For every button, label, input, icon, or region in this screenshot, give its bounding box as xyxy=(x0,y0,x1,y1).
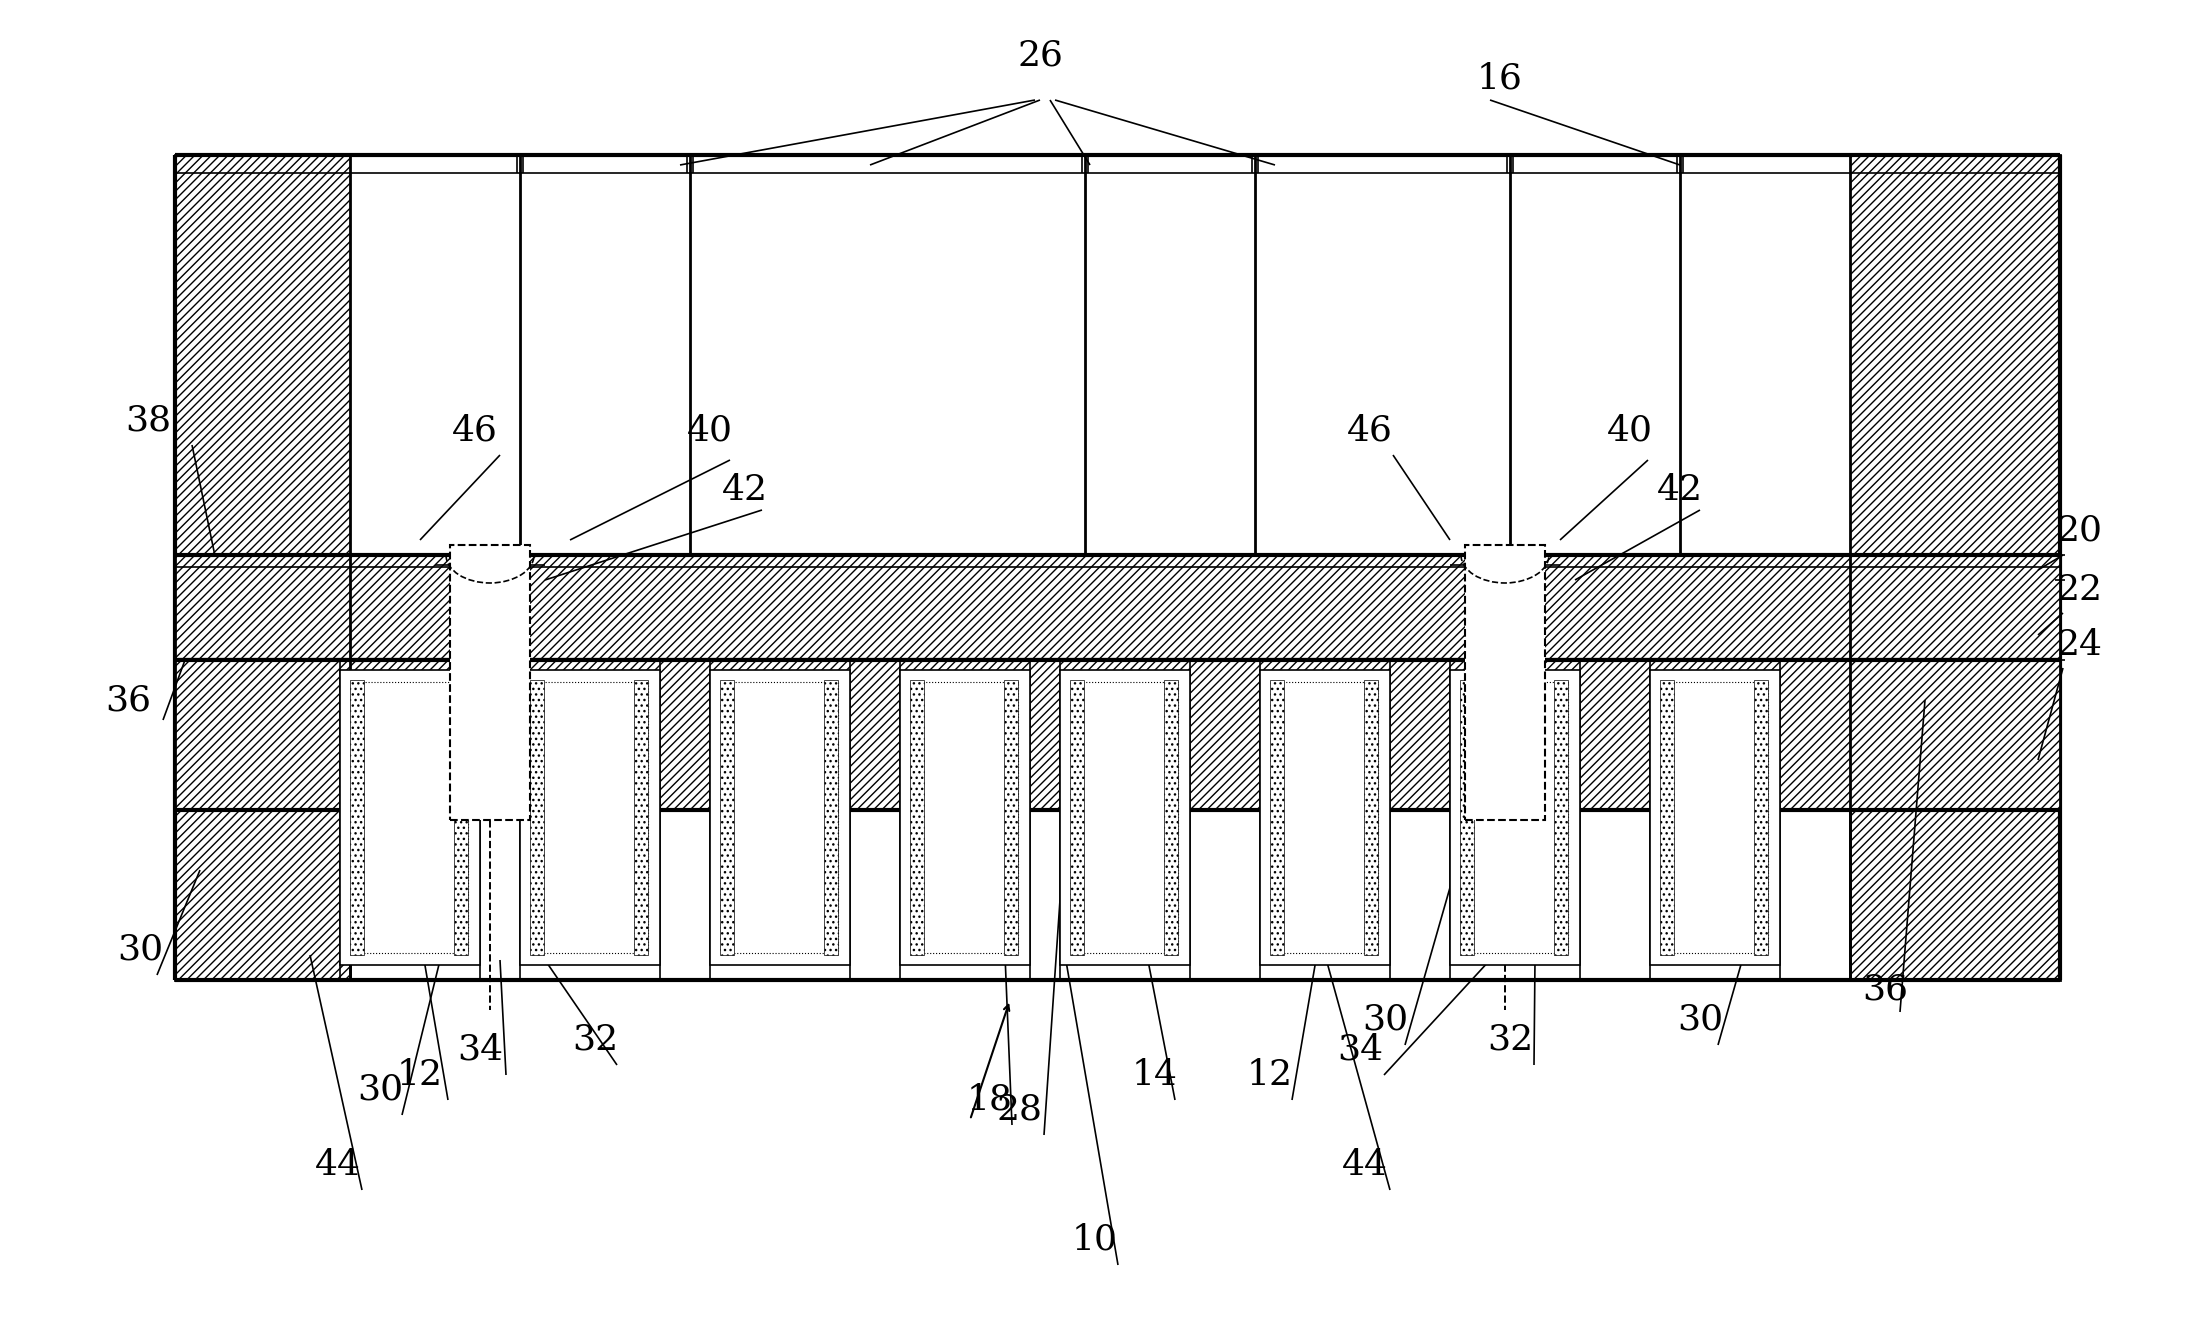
Text: 22: 22 xyxy=(2057,573,2103,607)
Text: 30: 30 xyxy=(116,932,162,967)
Bar xyxy=(1465,545,1546,820)
Bar xyxy=(1450,670,1579,965)
Text: 30: 30 xyxy=(357,1073,404,1108)
Bar xyxy=(351,680,364,955)
Text: 40: 40 xyxy=(1607,414,1654,446)
Bar xyxy=(1261,670,1390,965)
Text: 12: 12 xyxy=(397,1058,443,1092)
Bar xyxy=(1004,680,1018,955)
Bar xyxy=(1555,680,1568,955)
Text: 46: 46 xyxy=(1347,414,1393,446)
Bar xyxy=(520,670,660,965)
Bar xyxy=(531,680,544,955)
Bar xyxy=(450,545,531,820)
Bar xyxy=(910,680,923,955)
Text: 34: 34 xyxy=(456,1033,502,1067)
Text: 42: 42 xyxy=(1658,473,1704,507)
Text: 44: 44 xyxy=(316,1148,362,1181)
Bar xyxy=(175,155,351,980)
Bar xyxy=(1272,682,1377,954)
Bar xyxy=(912,682,1018,954)
Bar xyxy=(1851,155,2059,980)
Bar xyxy=(825,680,838,955)
Text: 32: 32 xyxy=(572,1023,618,1058)
Bar xyxy=(175,660,2059,810)
Text: 30: 30 xyxy=(1678,1004,1724,1036)
Text: 42: 42 xyxy=(721,473,768,507)
Bar xyxy=(1461,680,1474,955)
Bar xyxy=(1070,680,1083,955)
Bar xyxy=(1660,680,1673,955)
Text: 40: 40 xyxy=(686,414,732,446)
Bar xyxy=(1364,680,1377,955)
Text: 24: 24 xyxy=(2057,628,2103,662)
Bar xyxy=(711,670,851,965)
Bar xyxy=(1059,670,1191,965)
Bar xyxy=(1270,680,1283,955)
Text: 34: 34 xyxy=(1338,1033,1384,1067)
Bar xyxy=(454,680,467,955)
Text: 12: 12 xyxy=(1248,1058,1294,1092)
Bar xyxy=(899,670,1031,965)
Bar xyxy=(340,670,480,965)
Bar xyxy=(1754,680,1768,955)
Text: 46: 46 xyxy=(452,414,498,446)
Bar xyxy=(175,554,2059,660)
Text: 26: 26 xyxy=(1018,38,1064,72)
Bar xyxy=(353,682,467,954)
Bar xyxy=(533,682,647,954)
Bar xyxy=(634,680,647,955)
Text: 20: 20 xyxy=(2057,514,2103,547)
Bar xyxy=(1072,682,1178,954)
Text: 30: 30 xyxy=(1362,1004,1408,1036)
Bar xyxy=(721,682,838,954)
Text: 32: 32 xyxy=(1487,1023,1533,1058)
Bar xyxy=(1164,680,1178,955)
Bar xyxy=(719,680,735,955)
Text: 14: 14 xyxy=(1132,1058,1178,1092)
Text: 36: 36 xyxy=(105,684,151,716)
Text: 36: 36 xyxy=(1862,973,1908,1008)
Text: 10: 10 xyxy=(1072,1223,1118,1256)
Bar xyxy=(1649,670,1781,965)
Bar xyxy=(1662,682,1768,954)
Bar xyxy=(1463,682,1568,954)
Text: 38: 38 xyxy=(125,403,171,437)
Text: 28: 28 xyxy=(998,1093,1044,1127)
Text: 18: 18 xyxy=(967,1083,1013,1117)
Text: 16: 16 xyxy=(1478,61,1522,95)
Text: 44: 44 xyxy=(1342,1148,1388,1181)
